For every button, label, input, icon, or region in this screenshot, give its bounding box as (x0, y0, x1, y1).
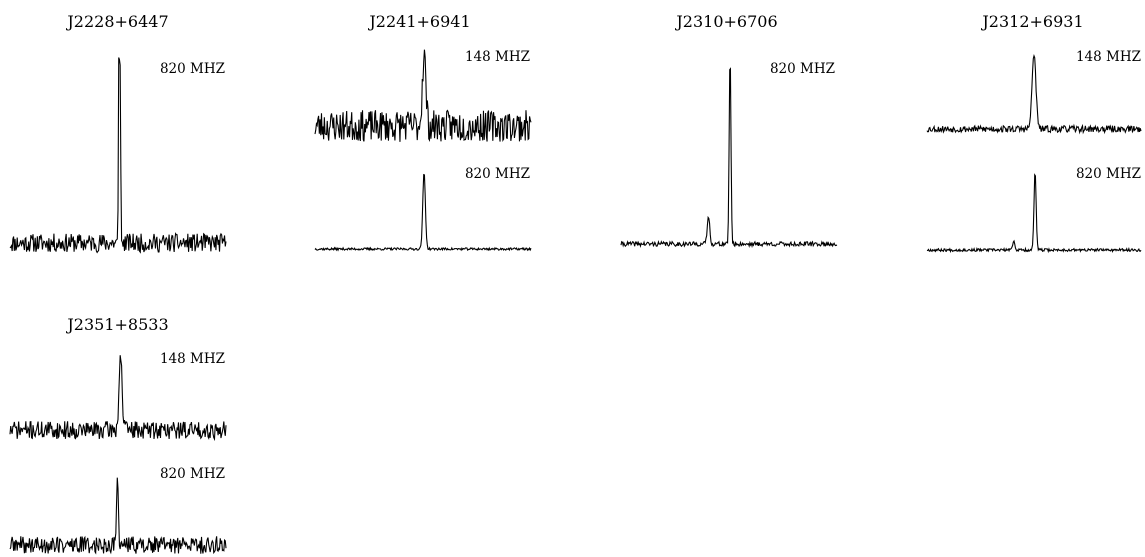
panel-j2228: J2228+6447 820 MHZ (9, 12, 227, 254)
panel-j2312: J2312+6931 148 MHZ 820 MHZ (926, 12, 1142, 254)
profile-trace (9, 355, 227, 442)
profile-trace (314, 173, 532, 252)
panel-title: J2310+6706 (674, 12, 777, 31)
panel-j2310: J2310+6706 820 MHZ (620, 12, 838, 249)
frequency-label: 820 MHZ (1076, 166, 1141, 182)
profile-trace (620, 67, 838, 249)
panel-title: J2351+8533 (65, 315, 168, 334)
profile-trace (926, 173, 1142, 254)
panel-j2241: J2241+6941 148 MHZ 820 MHZ (314, 12, 532, 252)
panel-title: J2228+6447 (65, 12, 168, 31)
panel-j2351: J2351+8533 148 MHZ 820 MHZ (9, 315, 227, 555)
panel-title: J2241+6941 (367, 12, 470, 31)
profile-trace (926, 54, 1142, 135)
panel-title: J2312+6931 (980, 12, 1083, 31)
profile-trace (9, 477, 227, 555)
frequency-label: 148 MHZ (1076, 49, 1141, 65)
frequency-label: 820 MHZ (160, 61, 225, 77)
frequency-label: 820 MHZ (770, 61, 835, 77)
frequency-label: 148 MHZ (465, 49, 530, 65)
profile-trace (314, 49, 532, 143)
frequency-label: 820 MHZ (465, 166, 530, 182)
profile-trace (9, 57, 227, 254)
frequency-label: 820 MHZ (160, 466, 225, 482)
frequency-label: 148 MHZ (160, 351, 225, 367)
